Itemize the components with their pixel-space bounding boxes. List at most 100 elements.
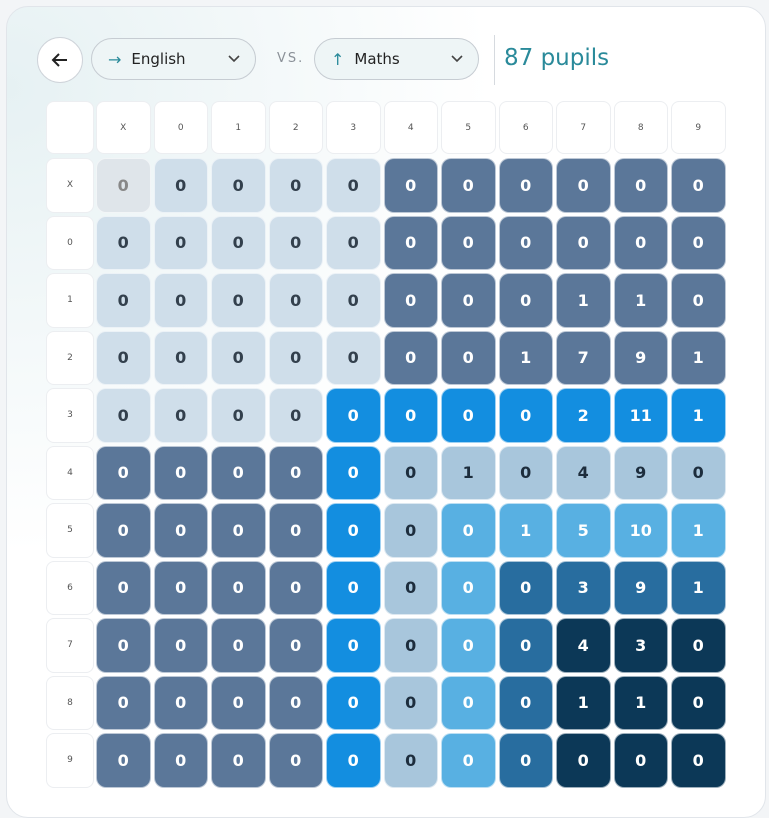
grid-cell: 0 xyxy=(441,273,496,328)
grid-cell: 0 xyxy=(211,330,266,385)
grid-cell: 0 xyxy=(211,560,266,615)
grid-cell: 0 xyxy=(153,445,208,500)
grid-cell: 0 xyxy=(441,158,496,213)
grid-cell: 0 xyxy=(671,733,726,788)
subject-a-select[interactable]: → English xyxy=(91,38,256,80)
grid-cell: 1 xyxy=(498,330,553,385)
grid-cell: 10 xyxy=(613,503,668,558)
grid-cell: 0 xyxy=(268,215,323,270)
grid-cell: 0 xyxy=(498,388,553,443)
chevron xyxy=(451,55,463,63)
grid-cell: 0 xyxy=(268,158,323,213)
grid-cell: 0 xyxy=(326,445,381,500)
grid-cell: 0 xyxy=(153,560,208,615)
chevron xyxy=(228,55,240,63)
grid-cell: 0 xyxy=(556,733,611,788)
grid-cell: 0 xyxy=(613,158,668,213)
grid-cell: 0 xyxy=(383,273,438,328)
grid-cell: 0 xyxy=(268,445,323,500)
grid-cell: 0 xyxy=(383,388,438,443)
row-header: 1 xyxy=(46,273,94,328)
grid-cell: 0 xyxy=(96,503,151,558)
grid-cell: 0 xyxy=(613,733,668,788)
grid-cell: 0 xyxy=(211,273,266,328)
grid-cell: 9 xyxy=(613,560,668,615)
column-header: 9 xyxy=(671,101,726,154)
grid-cell: 0 xyxy=(96,445,151,500)
grid-cell: 0 xyxy=(326,388,381,443)
grid-cell: 1 xyxy=(498,503,553,558)
grid-cell: 1 xyxy=(671,388,726,443)
grid-cell: 0 xyxy=(671,445,726,500)
grid-cell: 0 xyxy=(441,388,496,443)
grid-cell: 0 xyxy=(498,445,553,500)
grid-cell: 0 xyxy=(268,330,323,385)
column-header: 1 xyxy=(211,101,266,154)
subject-b-select[interactable]: ↑ Maths xyxy=(314,38,479,80)
grid-cell: 4 xyxy=(556,618,611,673)
grid-cell: 0 xyxy=(383,215,438,270)
grid-cell: 0 xyxy=(96,675,151,730)
row-header: 0 xyxy=(46,215,94,270)
grid-cell: 0 xyxy=(498,618,553,673)
grid-cell: 0 xyxy=(383,618,438,673)
grid-cell: 3 xyxy=(556,560,611,615)
grid-cell: 0 xyxy=(498,158,553,213)
grid-cell: 0 xyxy=(268,273,323,328)
grid-cell: 0 xyxy=(211,618,266,673)
grid-cell: 0 xyxy=(498,273,553,328)
column-header: 4 xyxy=(383,101,438,154)
row-header: 4 xyxy=(46,445,94,500)
grid-cell: 0 xyxy=(498,560,553,615)
grid-cell: 0 xyxy=(268,560,323,615)
grid-cell: 0 xyxy=(96,215,151,270)
grid-cell: 1 xyxy=(613,273,668,328)
grid-cell: 0 xyxy=(211,388,266,443)
grid-cell: 0 xyxy=(211,445,266,500)
column-header: 7 xyxy=(556,101,611,154)
grid-cell: 0 xyxy=(326,330,381,385)
grid-cell: 0 xyxy=(556,158,611,213)
grid-cell: 0 xyxy=(441,330,496,385)
grid-cell: 0 xyxy=(326,618,381,673)
grid-cell: 2 xyxy=(556,388,611,443)
row-header: 8 xyxy=(46,675,94,730)
grid-cell: 0 xyxy=(96,560,151,615)
grid-cell: 1 xyxy=(556,273,611,328)
grid-cell: 0 xyxy=(383,733,438,788)
grid-cell: 0 xyxy=(383,445,438,500)
grid-cell: 7 xyxy=(556,330,611,385)
grid-cell: 0 xyxy=(498,733,553,788)
grid-cell: 0 xyxy=(383,158,438,213)
grid-cell: 1 xyxy=(613,675,668,730)
grid-cell: 5 xyxy=(556,503,611,558)
grid-cell: 0 xyxy=(326,158,381,213)
grid-cell: 0 xyxy=(441,560,496,615)
grid-cell: 0 xyxy=(383,503,438,558)
grid-cell: 1 xyxy=(441,445,496,500)
back-button[interactable] xyxy=(37,37,83,83)
grid-cell: 0 xyxy=(96,618,151,673)
grid-cell: 0 xyxy=(326,560,381,615)
grid-cell: 0 xyxy=(96,158,151,213)
arrow-icon: ↑ xyxy=(331,49,345,69)
grid-cell: 0 xyxy=(153,388,208,443)
grid-cell: 9 xyxy=(613,330,668,385)
grid-cell: 0 xyxy=(211,733,266,788)
column-header: 2 xyxy=(268,101,323,154)
grid-cell: 0 xyxy=(441,675,496,730)
grid-cell: 0 xyxy=(153,675,208,730)
grid-cell: 0 xyxy=(268,618,323,673)
grid-cell: 0 xyxy=(326,503,381,558)
column-header: 8 xyxy=(613,101,668,154)
column-header: 5 xyxy=(441,101,496,154)
grid-cell: 4 xyxy=(556,445,611,500)
column-header: 0 xyxy=(153,101,208,154)
grid-cell: 0 xyxy=(153,618,208,673)
corner-cell xyxy=(46,101,94,154)
grid-cell: 0 xyxy=(96,388,151,443)
column-header: 3 xyxy=(326,101,381,154)
row-header: X xyxy=(46,158,94,213)
back-icon xyxy=(51,53,67,67)
grid-cell: 0 xyxy=(268,675,323,730)
